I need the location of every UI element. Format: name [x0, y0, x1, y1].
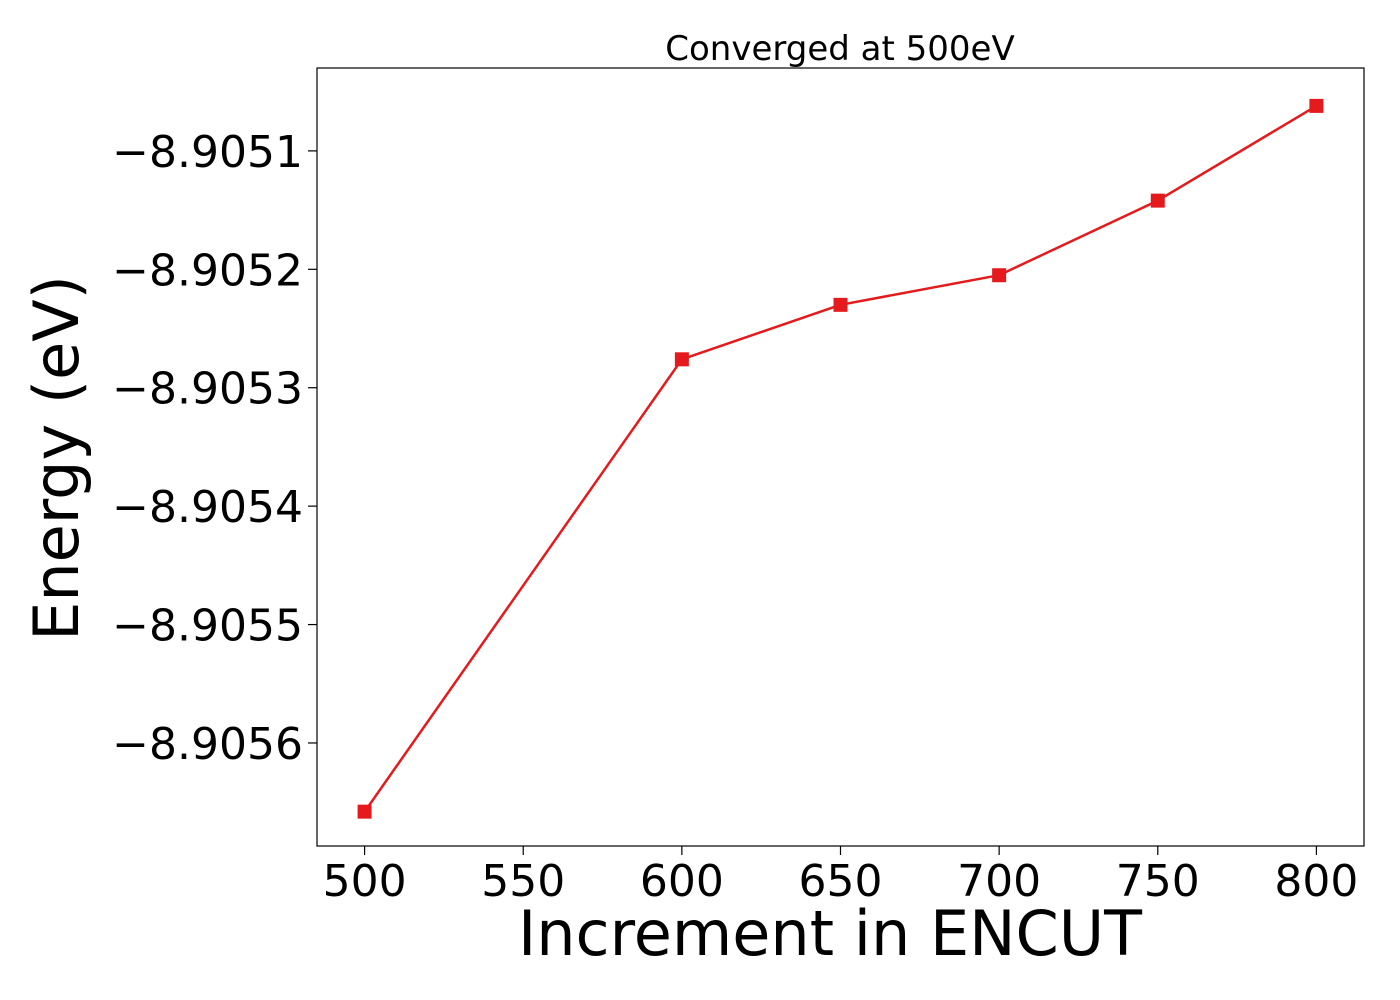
x-axis-ticks: 500 550 600 650 700 750 800	[323, 846, 1358, 907]
y-tick-label: −8.9051	[112, 127, 303, 178]
series-line	[363, 104, 1318, 813]
y-tick-label: −8.9052	[112, 245, 303, 296]
data-point-marker	[1150, 193, 1165, 208]
x-tick-label: 750	[1116, 856, 1200, 907]
x-tick-label: 800	[1274, 856, 1358, 907]
y-tick-label: −8.9055	[112, 601, 303, 652]
y-tick-label: −8.9054	[112, 482, 303, 533]
chart-title: Converged at 500eV	[665, 29, 1014, 69]
y-tick-label: −8.9056	[112, 719, 303, 770]
data-point-marker	[992, 268, 1007, 283]
data-point-marker	[1309, 98, 1324, 113]
x-tick-label: 550	[481, 856, 565, 907]
data-point-marker	[357, 804, 372, 819]
y-tick-label: −8.9053	[112, 364, 303, 415]
x-axis-label: Increment in ENCUT	[518, 897, 1143, 970]
x-tick-label: 650	[799, 856, 883, 907]
x-tick-label: 700	[957, 856, 1041, 907]
series-layer	[357, 98, 1324, 819]
data-point-marker	[833, 297, 848, 312]
plot-frame	[316, 67, 1365, 847]
x-tick-label: 500	[323, 856, 407, 907]
y-axis-ticks: −8.9056 −8.9055 −8.9054 −8.9053 −8.9052 −8.90…	[112, 127, 317, 770]
x-tick-label: 600	[640, 856, 724, 907]
data-point-marker	[674, 352, 689, 367]
y-axis-label: Energy (eV)	[20, 275, 93, 641]
